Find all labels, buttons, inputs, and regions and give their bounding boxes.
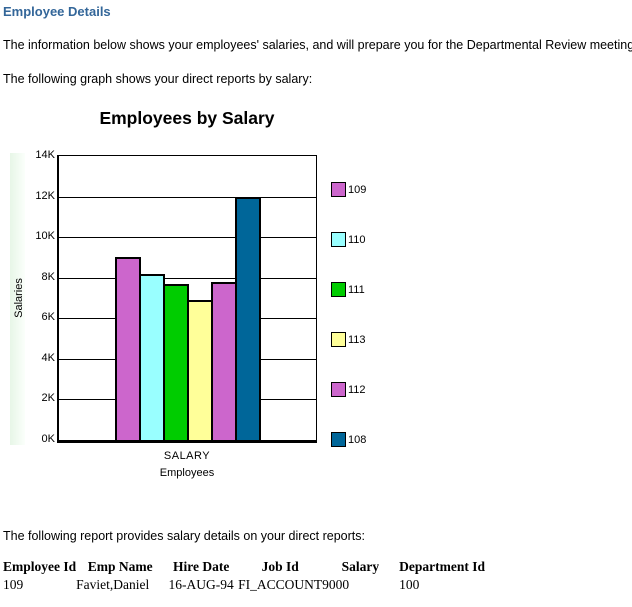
table-body: 109 Faviet,Daniel 16-AUG-94 FI_ACCOUNT 9000 1… — [3, 577, 489, 595]
y-axis-strip — [10, 153, 25, 445]
y-tick-label: 14K — [35, 149, 55, 161]
page-title: Employee Details — [3, 4, 111, 19]
y-tick-label: 10K — [35, 230, 55, 242]
bar-110 — [139, 274, 165, 440]
chart-title: Employees by Salary — [99, 108, 275, 128]
plot-area — [57, 155, 317, 443]
table-cell: 16-AUG-94 — [168, 577, 234, 592]
legend-swatch — [331, 282, 346, 297]
legend: 109 110 111 113 112 108 — [331, 181, 366, 481]
legend-label: 111 — [348, 283, 365, 296]
salary-bar-chart: Employees by Salary Salaries 0K 2K 4K 6K 8K 1… — [0, 100, 632, 500]
bar-109 — [115, 257, 141, 440]
bar-108 — [235, 197, 261, 440]
y-tick-label: 2K — [41, 392, 55, 404]
legend-swatch — [331, 432, 346, 447]
column-header: Employee Id — [3, 559, 77, 574]
legend-swatch — [331, 332, 346, 347]
table-cell: Faviet,Daniel — [76, 577, 150, 592]
y-tick-label: 8K — [41, 271, 55, 283]
legend-item: 108 — [331, 431, 366, 448]
legend-swatch — [331, 232, 346, 247]
legend-swatch — [331, 182, 346, 197]
column-header: Salary — [341, 559, 380, 574]
legend-swatch — [331, 382, 346, 397]
legend-label: 113 — [348, 333, 366, 346]
table-cell: FI_ACCOUNT — [238, 577, 323, 592]
legend-label: 110 — [348, 233, 366, 246]
y-tick-label: 12K — [35, 190, 55, 202]
column-header: Department Id — [399, 559, 486, 574]
gridline — [59, 278, 316, 279]
table-cell: 100 — [399, 577, 420, 592]
table-cell: 9000 — [322, 577, 350, 592]
x-tick-label: SALARY — [163, 450, 211, 462]
legend-item: 111 — [331, 281, 366, 298]
legend-item: 110 — [331, 231, 366, 248]
bars — [115, 197, 261, 440]
y-tick-label: 6K — [41, 311, 55, 323]
legend-item: 113 — [331, 331, 366, 348]
report-intro-paragraph: The following report provides salary det… — [3, 529, 365, 543]
intro-paragraph-1: The information below shows your employe… — [3, 38, 632, 52]
legend-label: 109 — [348, 183, 367, 196]
table-header-row: Employee Id Emp Name Hire Date Job Id Salary… — [3, 559, 489, 577]
y-tick-label: 4K — [41, 352, 55, 364]
gridline — [59, 197, 316, 198]
table-cell: 109 — [3, 577, 24, 592]
legend-item: 109 — [331, 181, 366, 198]
bar-112 — [211, 282, 237, 440]
legend-label: 108 — [348, 433, 367, 446]
legend-item: 112 — [331, 381, 366, 398]
x-axis-title: Employees — [159, 467, 215, 479]
intro-paragraph-2: The following graph shows your direct re… — [3, 72, 313, 86]
bar-111 — [163, 284, 189, 440]
gridline — [59, 237, 316, 238]
column-header: Emp Name — [87, 559, 153, 574]
bar-113 — [187, 300, 213, 440]
column-header: Job Id — [261, 559, 299, 574]
table-row: 109 Faviet,Daniel 16-AUG-94 FI_ACCOUNT 9000 1… — [3, 577, 489, 595]
salary-table: Employee Id Emp Name Hire Date Job Id Salary… — [3, 559, 489, 595]
legend-label: 112 — [348, 383, 366, 396]
column-header: Hire Date — [172, 559, 230, 574]
y-tick-label: 0K — [41, 433, 55, 445]
